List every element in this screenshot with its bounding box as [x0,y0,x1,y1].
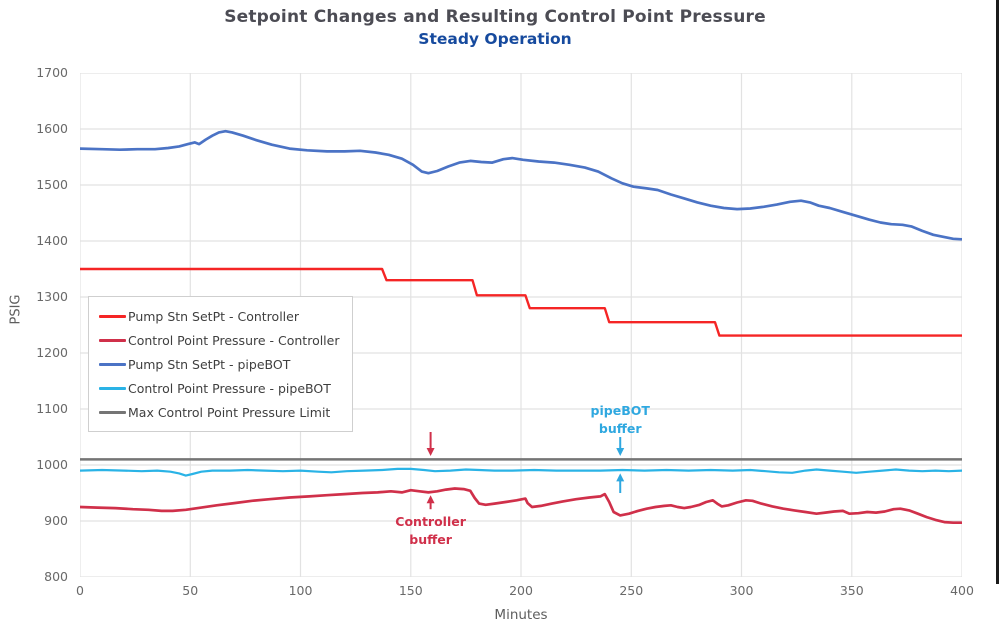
y-tick-label: 1600 [36,121,68,136]
x-tick-label: 0 [76,583,84,598]
legend-swatch [99,386,126,390]
x-tick-label: 200 [509,583,533,598]
x-tick-label: 350 [839,583,864,598]
y-tick-label: 1300 [36,289,68,304]
legend-swatch [99,362,126,366]
series-line [78,267,964,337]
chart-subtitle: Steady Operation [418,30,572,48]
series-line [78,129,964,241]
pipebot-buffer-arrowhead [616,448,625,457]
x-axis-title: Minutes [494,607,548,623]
chart-title: Setpoint Changes and Resulting Control P… [224,7,766,27]
x-tick-label: 50 [182,583,199,598]
legend: Pump Stn SetPt - Controller Control Point… [88,296,353,432]
legend-item-label: Control Point Pressure - Controller [128,332,340,348]
legend-item: Control Point Pressure - pipeBOT [99,376,340,400]
y-tick-label: 1000 [36,457,68,472]
legend-item: Pump Stn SetPt - pipeBOT [99,352,340,376]
legend-item: Max Control Point Pressure Limit [99,400,340,424]
y-tick-label: 1500 [36,177,68,192]
legend-swatch [99,338,126,342]
x-tick-label: 300 [729,583,754,598]
legend-item-label: Control Point Pressure - pipeBOT [128,380,331,396]
legend-swatch [99,410,126,414]
legend-item: Control Point Pressure - Controller [99,328,340,352]
legend-swatch [99,314,126,318]
controller-buffer-arrowhead [426,448,435,457]
annotation-pipebot-buffer: pipeBOT buffer [590,402,650,436]
pipebot-buffer-arrowhead [616,473,625,482]
y-tick-label: 1200 [36,345,68,360]
annotation-controller-buffer: Controller buffer [395,514,466,548]
legend-item-label: Pump Stn SetPt - pipeBOT [128,356,291,372]
x-tick-label: 100 [288,583,313,598]
legend-item-label: Max Control Point Pressure Limit [128,404,331,420]
y-tick-label: 1100 [36,401,68,416]
legend-item-label: Pump Stn SetPt - Controller [128,308,299,324]
controller-buffer-arrowhead [426,495,435,504]
y-axis-title: PSIG [8,294,24,325]
series-line [78,467,964,477]
x-tick-label: 250 [619,583,644,598]
y-tick-label: 1700 [36,65,68,80]
x-tick-label: 400 [950,583,974,598]
y-tick-label: 800 [44,569,68,584]
y-tick-label: 900 [44,513,68,528]
y-tick-label: 1400 [36,233,68,248]
window-right-border [996,0,999,584]
legend-item: Pump Stn SetPt - Controller [99,304,340,328]
x-tick-label: 150 [398,583,423,598]
series-line [78,487,964,525]
